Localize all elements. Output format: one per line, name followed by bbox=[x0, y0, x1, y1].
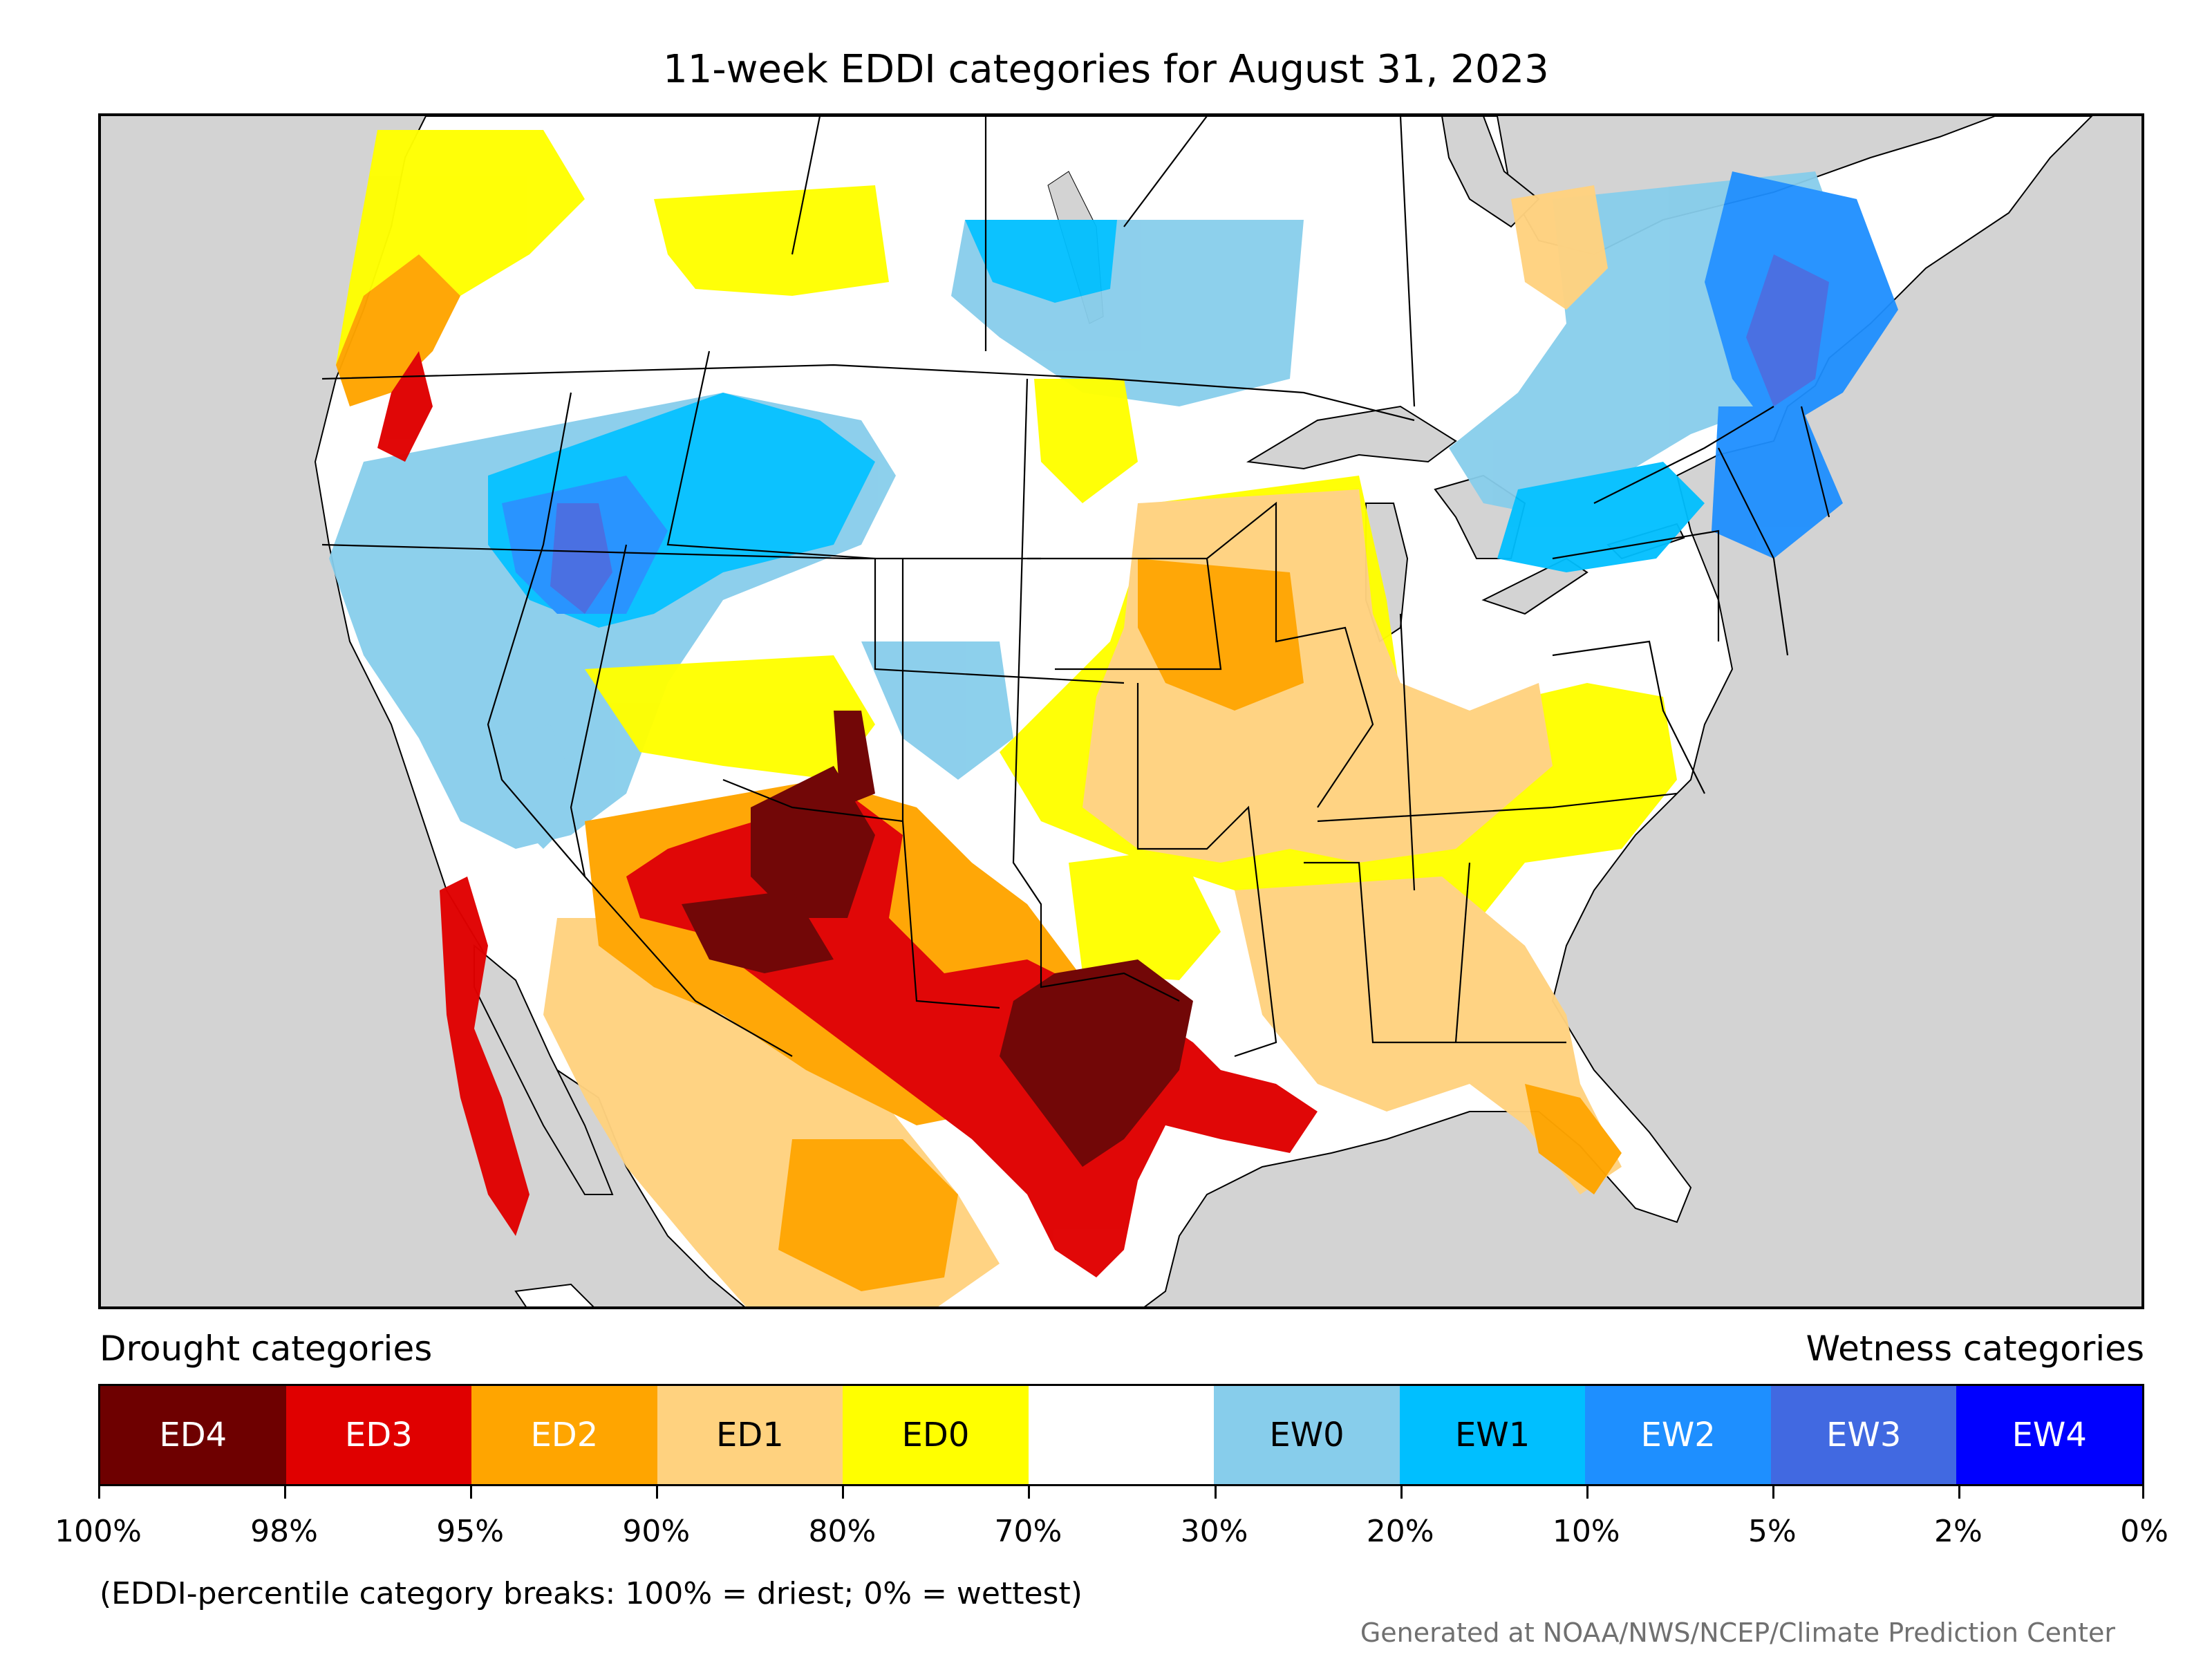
colorbar-tick-label: 90% bbox=[622, 1514, 691, 1549]
colorbar-tick bbox=[656, 1486, 659, 1499]
colorbar-cell-ew3: EW3 bbox=[1770, 1386, 1957, 1484]
colorbar-tick bbox=[1400, 1486, 1403, 1499]
drought-categories-heading: Drought categories bbox=[100, 1329, 433, 1369]
colorbar-cell-ed1: ED1 bbox=[657, 1386, 843, 1484]
colorbar-cell-ed4: ED4 bbox=[100, 1386, 286, 1484]
colorbar-tick bbox=[842, 1486, 845, 1499]
colorbar-tick bbox=[1772, 1486, 1774, 1499]
colorbar-tick-label: 5% bbox=[1747, 1514, 1797, 1549]
colorbar-tick bbox=[1958, 1486, 1960, 1499]
colorbar-ticks bbox=[98, 1486, 2144, 1500]
map-title: 11-week EDDI categories for August 31, 2… bbox=[663, 47, 1549, 92]
colorbar-cell-ew4: EW4 bbox=[1956, 1386, 2143, 1484]
colorbar-tick-label: 95% bbox=[436, 1514, 505, 1549]
colorbar-tick-label: 100% bbox=[55, 1514, 142, 1549]
colorbar-cell-ed0: ED0 bbox=[843, 1386, 1029, 1484]
colorbar-cell-ew2: EW2 bbox=[1585, 1386, 1771, 1484]
category-colorbar: ED4 ED3 ED2 ED1 ED0 EW0 EW1 EW2 EW3 EW4 bbox=[98, 1384, 2144, 1486]
percentile-note: (EDDI-percentile category breaks: 100% =… bbox=[100, 1576, 1082, 1611]
colorbar-tick-label: 10% bbox=[1552, 1514, 1620, 1549]
colorbar-tick bbox=[1028, 1486, 1031, 1499]
colorbar-tick-label: 70% bbox=[994, 1514, 1062, 1549]
colorbar-cell-ed3: ED3 bbox=[285, 1386, 472, 1484]
lake-erie bbox=[1481, 557, 1588, 615]
baja-tip bbox=[514, 1283, 594, 1306]
colorbar-tick bbox=[284, 1486, 287, 1499]
colorbar-tick bbox=[98, 1486, 100, 1499]
wetness-categories-heading: Wetness categories bbox=[1806, 1329, 2144, 1369]
colorbar-cell-ew1: EW1 bbox=[1399, 1386, 1586, 1484]
colorbar-cell-ed2: ED2 bbox=[471, 1386, 657, 1484]
boundary-lines bbox=[321, 116, 1830, 1058]
colorbar-tick-label: 98% bbox=[250, 1514, 318, 1549]
map-panel bbox=[98, 113, 2144, 1309]
colorbar-tick bbox=[470, 1486, 473, 1499]
colorbar-tick bbox=[2142, 1486, 2144, 1499]
colorbar-tick-label: 30% bbox=[1180, 1514, 1248, 1549]
colorbar-tick-label: 80% bbox=[808, 1514, 877, 1549]
colorbar-tick bbox=[1214, 1486, 1217, 1499]
lake-superior bbox=[1246, 405, 1457, 470]
colorbar-tick-label: 20% bbox=[1366, 1514, 1434, 1549]
wetness-regions bbox=[329, 171, 1898, 849]
colorbar-tick bbox=[1586, 1486, 1588, 1499]
colorbar-cell-neutral bbox=[1028, 1386, 1215, 1484]
colorbar-cell-ew0: EW0 bbox=[1214, 1386, 1400, 1484]
colorbar-tick-label: 2% bbox=[1934, 1514, 1983, 1549]
colorbar-tick-label: 0% bbox=[2120, 1514, 2168, 1549]
gulf-of-california bbox=[474, 944, 614, 1195]
eddi-map bbox=[314, 116, 2093, 1306]
credit-line: Generated at NOAA/NWS/NCEP/Climate Predi… bbox=[1360, 1618, 2115, 1648]
